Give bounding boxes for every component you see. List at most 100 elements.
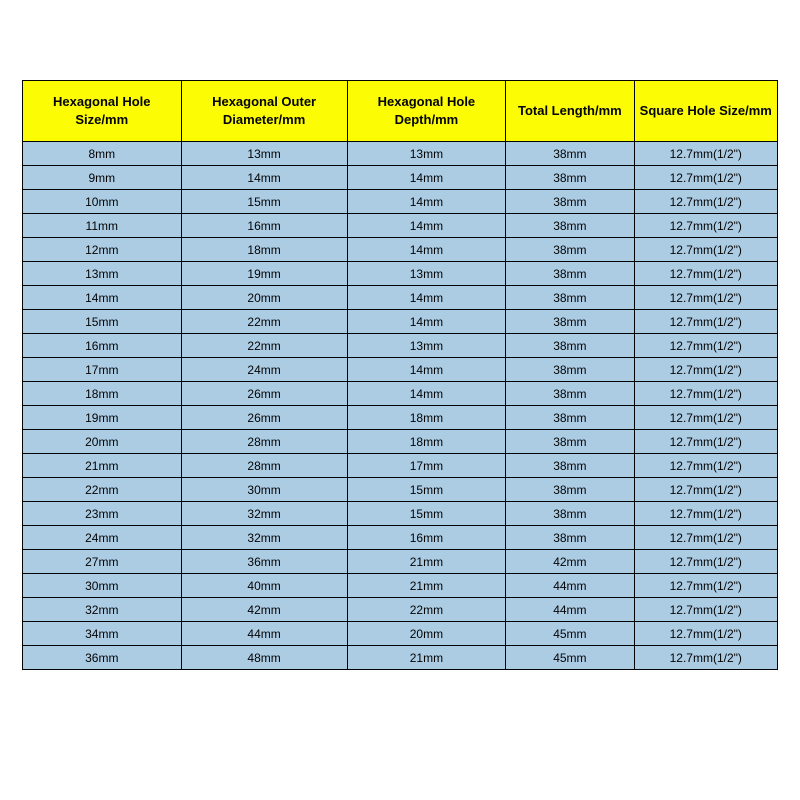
table-cell: 12.7mm(1/2") — [634, 574, 777, 598]
table-cell: 42mm — [181, 598, 347, 622]
table-row: 15mm22mm14mm38mm12.7mm(1/2") — [23, 310, 778, 334]
table-cell: 14mm — [347, 166, 506, 190]
table-cell: 28mm — [181, 430, 347, 454]
table-cell: 12.7mm(1/2") — [634, 622, 777, 646]
table-cell: 15mm — [347, 502, 506, 526]
table-row: 13mm19mm13mm38mm12.7mm(1/2") — [23, 262, 778, 286]
table-cell: 27mm — [23, 550, 182, 574]
table-cell: 13mm — [347, 142, 506, 166]
table-cell: 12.7mm(1/2") — [634, 166, 777, 190]
table-cell: 12.7mm(1/2") — [634, 550, 777, 574]
table-cell: 16mm — [23, 334, 182, 358]
col-header: Hexagonal Hole Depth/mm — [347, 81, 506, 142]
table-cell: 32mm — [181, 502, 347, 526]
table-cell: 36mm — [23, 646, 182, 670]
header-row: Hexagonal Hole Size/mm Hexagonal Outer D… — [23, 81, 778, 142]
table-body: 8mm13mm13mm38mm12.7mm(1/2")9mm14mm14mm38… — [23, 142, 778, 670]
table-cell: 20mm — [181, 286, 347, 310]
table-row: 11mm16mm14mm38mm12.7mm(1/2") — [23, 214, 778, 238]
table-cell: 14mm — [347, 190, 506, 214]
col-header: Hexagonal Hole Size/mm — [23, 81, 182, 142]
table-row: 16mm22mm13mm38mm12.7mm(1/2") — [23, 334, 778, 358]
spec-table: Hexagonal Hole Size/mm Hexagonal Outer D… — [22, 80, 778, 670]
table-cell: 38mm — [506, 166, 634, 190]
table-cell: 12.7mm(1/2") — [634, 478, 777, 502]
table-cell: 12.7mm(1/2") — [634, 454, 777, 478]
table-cell: 22mm — [23, 478, 182, 502]
table-cell: 12.7mm(1/2") — [634, 358, 777, 382]
table-cell: 21mm — [347, 550, 506, 574]
table-cell: 30mm — [23, 574, 182, 598]
col-header: Hexagonal Outer Diameter/mm — [181, 81, 347, 142]
col-header-label: Hexagonal Hole Size/mm — [53, 94, 151, 127]
table-cell: 38mm — [506, 142, 634, 166]
table-cell: 12.7mm(1/2") — [634, 190, 777, 214]
table-cell: 38mm — [506, 190, 634, 214]
table-cell: 18mm — [347, 430, 506, 454]
table-cell: 20mm — [23, 430, 182, 454]
table-row: 30mm40mm21mm44mm12.7mm(1/2") — [23, 574, 778, 598]
table-row: 17mm24mm14mm38mm12.7mm(1/2") — [23, 358, 778, 382]
table-cell: 15mm — [181, 190, 347, 214]
table-cell: 38mm — [506, 262, 634, 286]
table-row: 8mm13mm13mm38mm12.7mm(1/2") — [23, 142, 778, 166]
table-cell: 20mm — [347, 622, 506, 646]
col-header-label: Hexagonal Hole Depth/mm — [378, 94, 476, 127]
table-cell: 12.7mm(1/2") — [634, 238, 777, 262]
table-row: 10mm15mm14mm38mm12.7mm(1/2") — [23, 190, 778, 214]
table-cell: 14mm — [23, 286, 182, 310]
col-header: Square Hole Size/mm — [634, 81, 777, 142]
table-cell: 14mm — [347, 286, 506, 310]
table-cell: 12.7mm(1/2") — [634, 598, 777, 622]
table-row: 21mm28mm17mm38mm12.7mm(1/2") — [23, 454, 778, 478]
table-cell: 36mm — [181, 550, 347, 574]
table-cell: 13mm — [181, 142, 347, 166]
table-cell: 13mm — [347, 262, 506, 286]
table-cell: 30mm — [181, 478, 347, 502]
table-cell: 28mm — [181, 454, 347, 478]
table-cell: 18mm — [347, 406, 506, 430]
col-header-label: Square Hole Size/mm — [640, 103, 772, 118]
table-cell: 19mm — [23, 406, 182, 430]
table-cell: 44mm — [181, 622, 347, 646]
table-cell: 22mm — [181, 310, 347, 334]
table-cell: 38mm — [506, 430, 634, 454]
table-cell: 14mm — [181, 166, 347, 190]
table-cell: 8mm — [23, 142, 182, 166]
table-cell: 16mm — [181, 214, 347, 238]
table-cell: 38mm — [506, 334, 634, 358]
table-cell: 15mm — [23, 310, 182, 334]
table-cell: 17mm — [23, 358, 182, 382]
table-cell: 11mm — [23, 214, 182, 238]
table-cell: 38mm — [506, 502, 634, 526]
table-row: 20mm28mm18mm38mm12.7mm(1/2") — [23, 430, 778, 454]
table-cell: 12.7mm(1/2") — [634, 214, 777, 238]
table-cell: 38mm — [506, 214, 634, 238]
table-cell: 21mm — [23, 454, 182, 478]
table-cell: 12.7mm(1/2") — [634, 334, 777, 358]
table-cell: 12.7mm(1/2") — [634, 382, 777, 406]
table-cell: 16mm — [347, 526, 506, 550]
table-wrapper: Hexagonal Hole Size/mm Hexagonal Outer D… — [0, 0, 800, 670]
table-row: 18mm26mm14mm38mm12.7mm(1/2") — [23, 382, 778, 406]
table-cell: 12.7mm(1/2") — [634, 526, 777, 550]
table-cell: 38mm — [506, 454, 634, 478]
col-header: Total Length/mm — [506, 81, 634, 142]
table-cell: 48mm — [181, 646, 347, 670]
table-row: 36mm48mm21mm45mm12.7mm(1/2") — [23, 646, 778, 670]
table-cell: 21mm — [347, 646, 506, 670]
table-cell: 21mm — [347, 574, 506, 598]
table-row: 19mm26mm18mm38mm12.7mm(1/2") — [23, 406, 778, 430]
table-cell: 14mm — [347, 214, 506, 238]
table-cell: 38mm — [506, 406, 634, 430]
table-row: 34mm44mm20mm45mm12.7mm(1/2") — [23, 622, 778, 646]
table-row: 32mm42mm22mm44mm12.7mm(1/2") — [23, 598, 778, 622]
table-row: 24mm32mm16mm38mm12.7mm(1/2") — [23, 526, 778, 550]
table-cell: 9mm — [23, 166, 182, 190]
table-cell: 12.7mm(1/2") — [634, 406, 777, 430]
table-cell: 38mm — [506, 286, 634, 310]
table-cell: 14mm — [347, 310, 506, 334]
table-row: 14mm20mm14mm38mm12.7mm(1/2") — [23, 286, 778, 310]
table-cell: 12.7mm(1/2") — [634, 142, 777, 166]
table-cell: 17mm — [347, 454, 506, 478]
